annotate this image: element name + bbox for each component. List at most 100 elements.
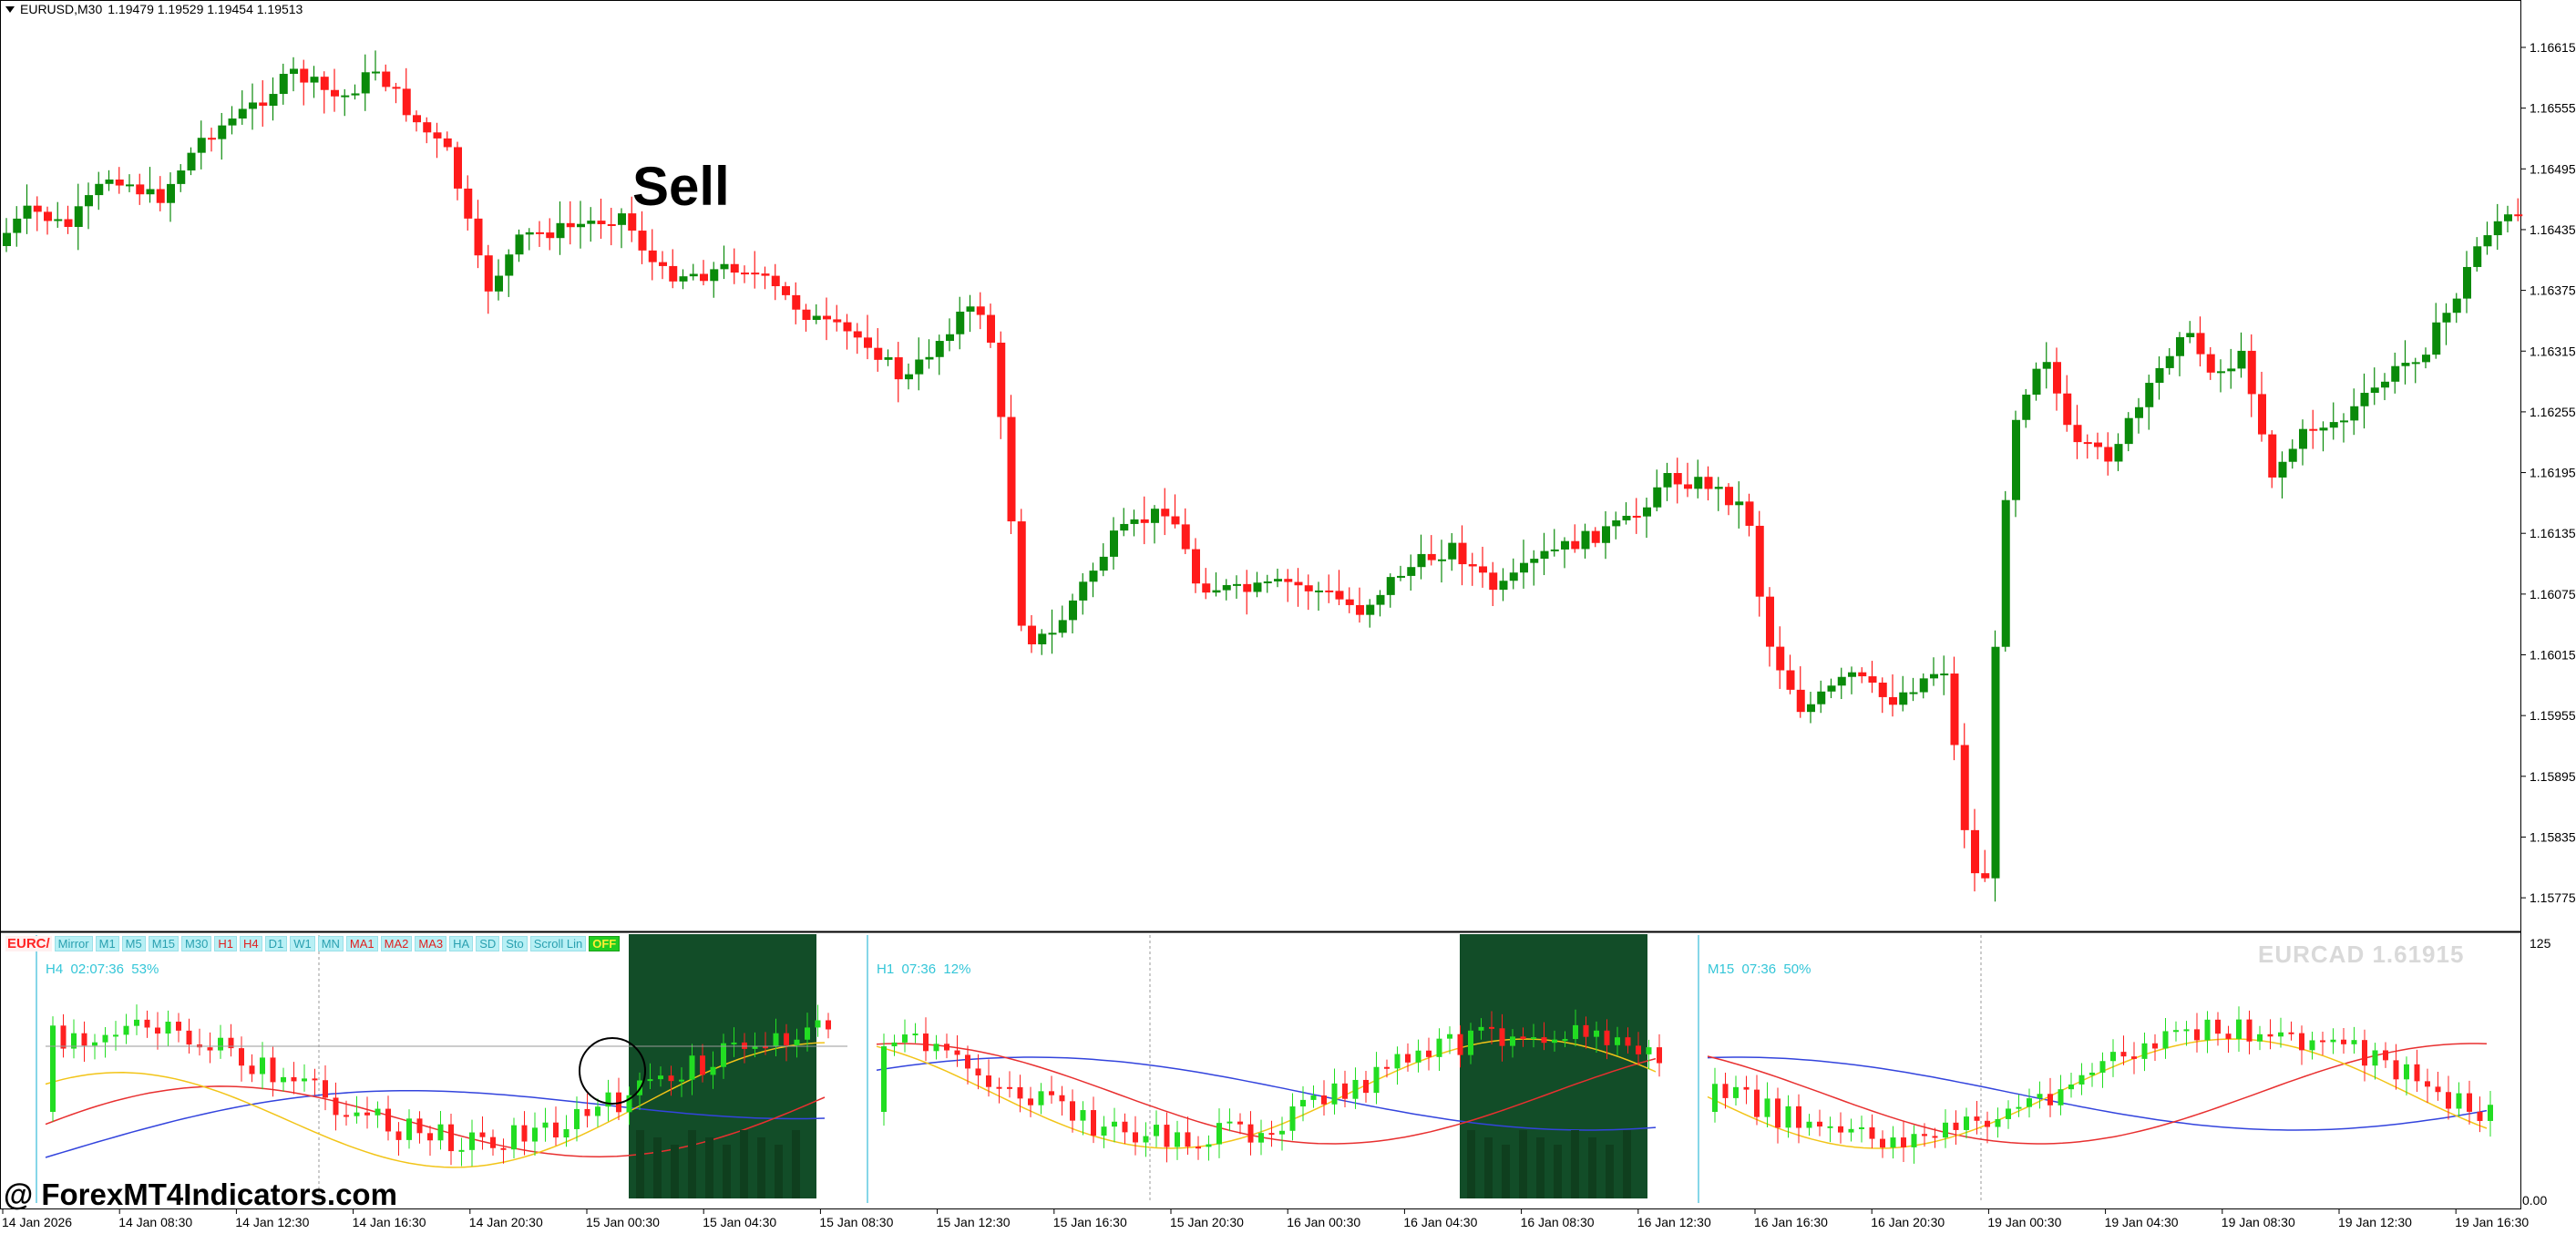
mirror-button[interactable]: Mirror [54, 936, 93, 951]
mini-candle-body [1310, 1095, 1317, 1100]
candle-body [864, 337, 872, 348]
tf-mn-button[interactable]: MN [317, 936, 344, 951]
candle-body [1284, 579, 1293, 582]
highlight-bar [705, 1137, 713, 1198]
candle-body [566, 222, 575, 228]
panel-h1-timer: 07:36 [901, 961, 937, 977]
candle-body [1345, 599, 1354, 605]
candle-body [2196, 333, 2205, 355]
candle-body [1714, 487, 1723, 489]
candle-body [894, 357, 903, 380]
tf-d1-button[interactable]: D1 [264, 936, 288, 951]
candle-body [2360, 393, 2369, 406]
candle-body [2381, 381, 2389, 388]
candle-body [2155, 367, 2164, 384]
candle-body [1725, 487, 1733, 506]
tf-m30-button[interactable]: M30 [181, 936, 212, 951]
candle-body [1643, 507, 1651, 517]
chart-menu-triangle-icon[interactable] [5, 5, 15, 13]
mini-candle-body [281, 1076, 286, 1083]
panel-h4-timer: 02:07:36 [70, 961, 124, 977]
mini-candle-body [731, 1042, 737, 1044]
candle-body [1837, 676, 1846, 686]
candle-body [2247, 350, 2256, 395]
candle-body [505, 254, 514, 276]
mini-candle-body [2110, 1052, 2116, 1062]
candle-body [13, 218, 22, 233]
mini-candle-body [553, 1122, 559, 1138]
time-tick-label: 15 Jan 20:30 [1170, 1215, 1244, 1229]
mini-candle-body [113, 1034, 118, 1037]
mini-candle-body [881, 1046, 887, 1112]
ha-button[interactable]: HA [449, 936, 474, 951]
sub-symbol-button[interactable]: EURC/ [5, 936, 52, 951]
mini-candle-body [2068, 1084, 2074, 1090]
highlight-bar [636, 1130, 644, 1198]
candle-body [2083, 442, 2092, 445]
sto-button[interactable]: Sto [502, 936, 528, 951]
mini-candle-body [1352, 1079, 1359, 1099]
highlight-bar [671, 1145, 679, 1198]
highlight-bar [723, 1145, 731, 1198]
candle-body [1612, 519, 1621, 527]
candle-body [1561, 540, 1569, 550]
scroll-lines-button[interactable]: Scroll Lin [529, 936, 587, 951]
candle-body [1294, 581, 1303, 586]
candle-body [525, 231, 534, 235]
tf-w1-button[interactable]: W1 [290, 936, 315, 951]
mini-candle-body [742, 1042, 747, 1049]
candle-body [966, 306, 975, 312]
ma1-button[interactable]: MA1 [345, 936, 378, 951]
time-tick-label: 14 Jan 08:30 [118, 1215, 192, 1229]
candle-body [2258, 394, 2266, 435]
mini-candle-body [902, 1034, 908, 1043]
mini-candle-body [448, 1124, 454, 1152]
mini-candle-body [1122, 1121, 1128, 1133]
candle-body [44, 211, 52, 221]
candle-body [1161, 509, 1170, 517]
tf-m15-button[interactable]: M15 [148, 936, 180, 951]
sd-button[interactable]: SD [476, 936, 500, 951]
candle-body [2001, 499, 2010, 647]
ma-red-line [876, 1043, 1657, 1145]
mini-candle-body [2425, 1081, 2430, 1087]
candle-body [2022, 395, 2031, 420]
ma3-button[interactable]: MA3 [415, 936, 447, 951]
candle-body [1274, 579, 1282, 581]
mini-candle-body [1426, 1050, 1432, 1057]
mini-candle-body [511, 1125, 517, 1150]
mini-candle-body [891, 1042, 898, 1047]
mini-candle-body [2215, 1019, 2221, 1034]
candle-body [2401, 363, 2410, 366]
mini-candle-body [1436, 1038, 1442, 1057]
mini-candle-body [2299, 1033, 2304, 1051]
sub-axis-bottom-label: 0.00 [2522, 1193, 2547, 1208]
tf-h4-button[interactable]: H4 [239, 936, 262, 951]
mini-candle-body [721, 1043, 726, 1067]
price-tick-label: 1.16195 [2530, 466, 2576, 480]
mini-candle-body [668, 1075, 674, 1082]
mini-candle-body [1028, 1098, 1033, 1105]
mini-candle-body [1133, 1132, 1138, 1143]
candle-body [669, 265, 678, 282]
mini-candle-body [1279, 1130, 1285, 1135]
candle-body [64, 219, 73, 227]
candle-body [1315, 590, 1323, 592]
ma2-button[interactable]: MA2 [380, 936, 413, 951]
mini-candle-body [986, 1075, 991, 1087]
panel-m15-label: M15 07:36 50% [1708, 961, 1811, 977]
tf-h1-button[interactable]: H1 [214, 936, 237, 951]
candle-body [782, 286, 790, 295]
mini-candle-body [2141, 1043, 2148, 1059]
tf-m1-button[interactable]: M1 [95, 936, 119, 951]
mini-candle-body [123, 1025, 129, 1035]
mini-candle-body [1869, 1126, 1875, 1139]
candle-body [2268, 434, 2277, 478]
candle-body [741, 273, 749, 275]
candle-body [392, 87, 401, 89]
tf-m5-button[interactable]: M5 [121, 936, 146, 951]
off-button[interactable]: OFF [589, 936, 621, 951]
mini-candle-body [2341, 1039, 2346, 1044]
candle-body [1694, 477, 1703, 489]
